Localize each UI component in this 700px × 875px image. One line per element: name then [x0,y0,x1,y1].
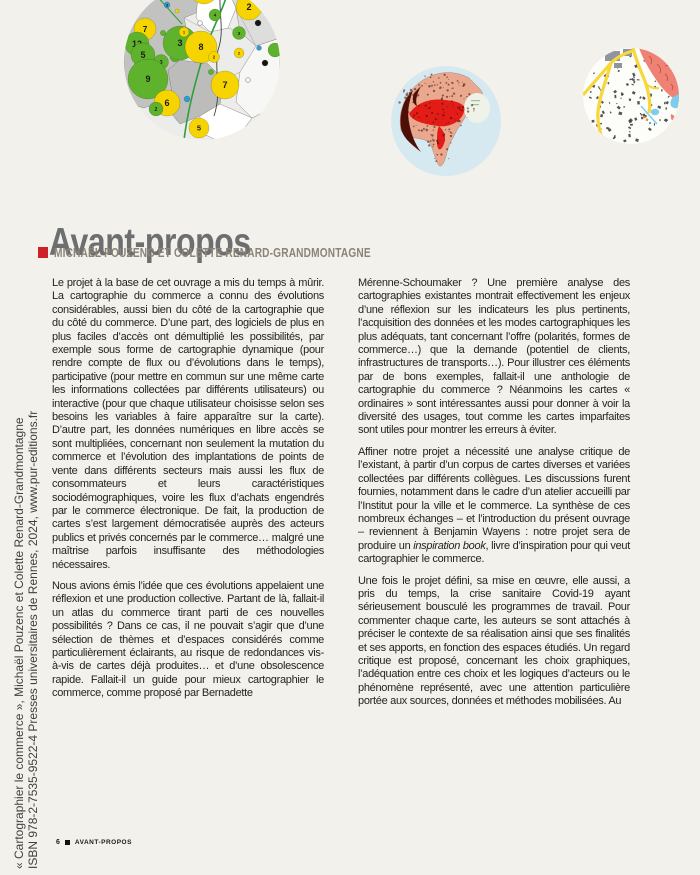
svg-text:5: 5 [197,124,201,133]
body-column-right: Mérenne-Schoumaker ? Une première analys… [358,277,630,717]
svg-text:2: 2 [238,50,241,55]
building-speckles-layer [398,73,475,163]
paragraph: Mérenne-Schoumaker ? Une première analys… [358,277,630,437]
paragraph: Affiner notre projet a nécessité une ana… [358,446,630,567]
svg-text:7: 7 [143,25,148,34]
svg-text:3: 3 [159,60,162,66]
building-footprints-layer [588,54,675,143]
svg-text:3: 3 [177,38,182,48]
bubble-map-image: 71253438143222976253 [124,0,280,140]
svg-text:3: 3 [238,31,241,37]
paragraph: Nous avions émis l’idée que ces évolutio… [52,579,324,700]
author-names: MICHAËL POUZENC ET COLETTE RENARD-GRANDM… [54,245,371,260]
svg-text:12: 12 [132,39,142,49]
svg-text:1: 1 [183,29,186,34]
running-section-title: AVANT-PROPOS [74,839,132,846]
red-square-bullet-icon [38,247,48,258]
page-number: 6 [56,839,60,846]
page-footer: 6 AVANT-PROPOS [56,839,132,846]
svg-text:8: 8 [198,42,203,52]
proportional-symbols-layer: 71253438143222976253 [124,0,280,139]
svg-text:3: 3 [166,2,169,7]
spine-credit-line2: ISBN 978-2-7535-9522-4 Presses universit… [25,410,40,869]
spine-credit-line1: « Cartographier le commerce », Michaël P… [12,417,26,869]
street-map-image [583,48,679,144]
bubble-map-figure: 71253438143222976253 [124,0,280,145]
paragraph: Une fois le projet défini, sa mise en œu… [358,574,630,708]
street-map-figure [583,48,679,149]
svg-text:9: 9 [145,74,150,84]
svg-text:2: 2 [246,2,251,12]
density-map-figure [391,66,501,181]
svg-text:4: 4 [214,13,217,18]
svg-text:7: 7 [222,80,227,90]
page-title: Avant-propos [49,221,251,265]
density-map-image [391,66,501,176]
paragraph-text: Affiner notre projet a nécessité une ana… [358,445,630,552]
svg-text:6: 6 [164,98,169,108]
black-square-icon [64,840,70,845]
body-column-left: Le projet à la base de cet ouvrage a mis… [52,277,324,709]
svg-text:2: 2 [213,54,216,59]
paragraph: Le projet à la base de cet ouvrage a mis… [52,277,324,571]
italic-phrase: inspiration book [413,539,486,552]
paragraph-text: , livre d’inspiration pour qui veut cart… [358,539,630,566]
spine-credit: « Cartographier le commerce », Michaël P… [12,309,40,869]
author-line: MICHAËL POUZENC ET COLETTE RENARD-GRANDM… [38,245,460,260]
svg-text:5: 5 [140,50,145,60]
svg-text:2: 2 [155,107,158,113]
